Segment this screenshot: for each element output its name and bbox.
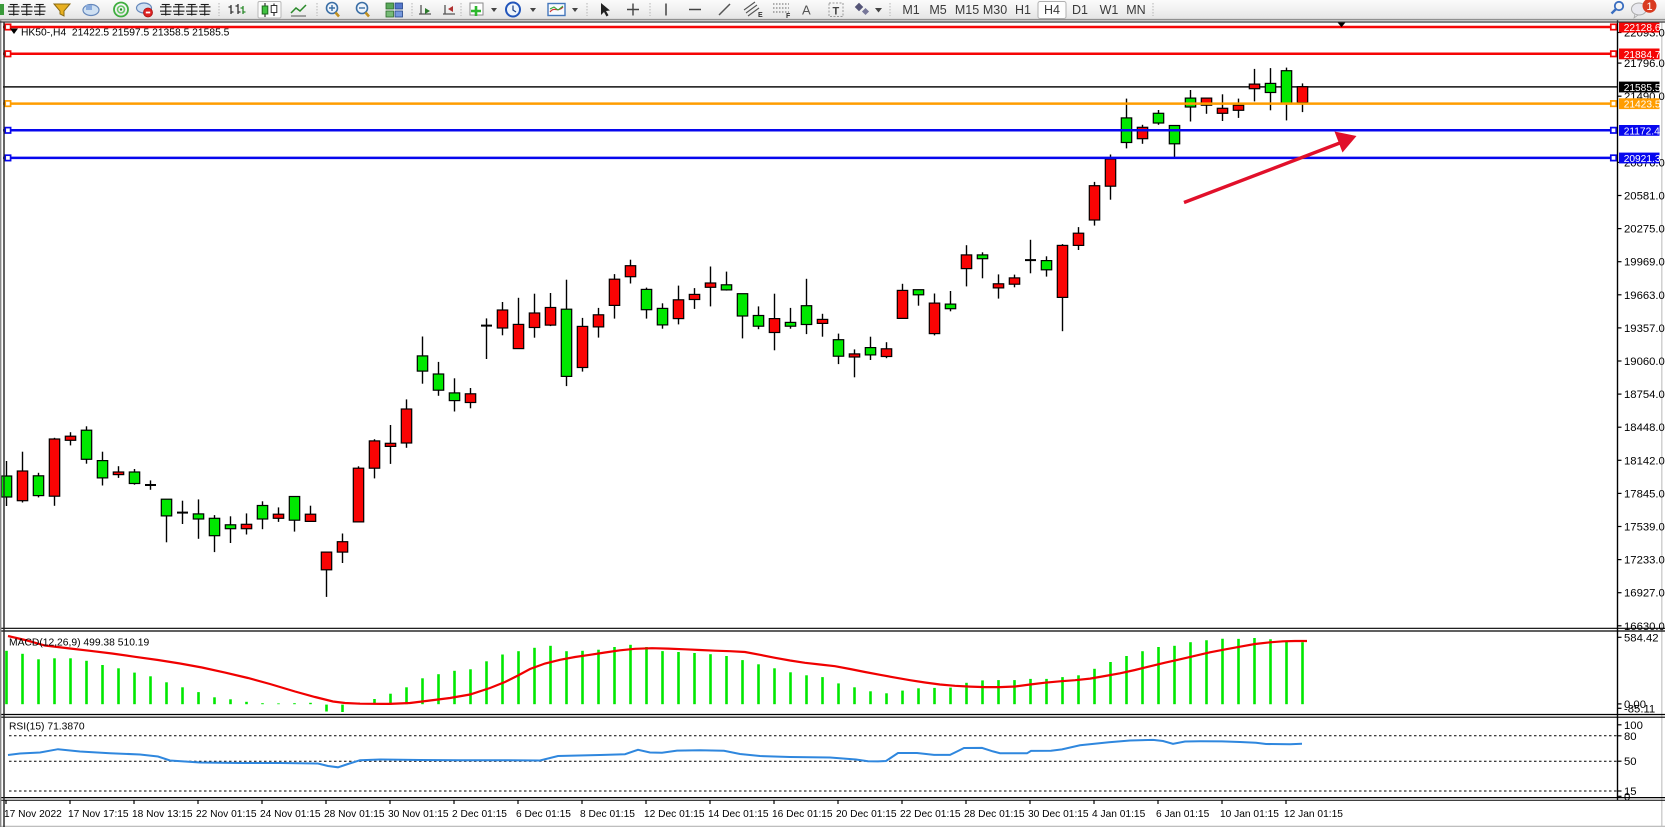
svg-text:6 Dec 01:15: 6 Dec 01:15 [516, 809, 571, 820]
svg-text:22128.6: 22128.6 [1624, 23, 1661, 34]
svg-text:MACD(12,26,9) 499.38 510.19: MACD(12,26,9) 499.38 510.19 [9, 638, 150, 649]
svg-text:28 Dec 01:15: 28 Dec 01:15 [964, 809, 1025, 820]
svg-text:21585.5: 21585.5 [1624, 83, 1661, 94]
svg-text:H4: H4 [1044, 3, 1060, 17]
svg-text:H1: H1 [1015, 3, 1031, 17]
svg-text:F: F [786, 13, 791, 20]
svg-text:MN: MN [1126, 3, 1145, 17]
svg-text:17 Nov 17:15: 17 Nov 17:15 [68, 809, 129, 820]
svg-text:1: 1 [1646, 1, 1652, 13]
svg-text:30 Dec 01:15: 30 Dec 01:15 [1028, 809, 1089, 820]
svg-text:12 Jan 01:15: 12 Jan 01:15 [1284, 809, 1343, 820]
svg-text:17845.0: 17845.0 [1624, 488, 1665, 500]
svg-text:2 Dec 01:15: 2 Dec 01:15 [452, 809, 507, 820]
svg-text:0.00: 0.00 [1624, 699, 1646, 711]
svg-text:18448.0: 18448.0 [1624, 422, 1665, 434]
svg-text:D1: D1 [1072, 3, 1088, 17]
svg-text:12 Dec 01:15: 12 Dec 01:15 [644, 809, 705, 820]
svg-text:21796.0: 21796.0 [1624, 58, 1665, 70]
svg-text:28 Nov 01:15: 28 Nov 01:15 [324, 809, 385, 820]
svg-text:30 Nov 01:15: 30 Nov 01:15 [388, 809, 449, 820]
svg-text:21884.7: 21884.7 [1624, 50, 1661, 61]
svg-text:19969.0: 19969.0 [1624, 257, 1665, 269]
svg-text:17 Nov 2022: 17 Nov 2022 [4, 809, 62, 820]
svg-text:21172.4: 21172.4 [1624, 126, 1660, 137]
svg-text:8 Dec 01:15: 8 Dec 01:15 [580, 809, 635, 820]
svg-text:0: 0 [1624, 791, 1630, 803]
svg-text:M1: M1 [902, 3, 919, 17]
svg-text:19060.0: 19060.0 [1624, 356, 1665, 368]
svg-text:100: 100 [1624, 720, 1643, 732]
svg-text:M15: M15 [955, 3, 979, 17]
svg-text:16927.0: 16927.0 [1624, 588, 1665, 600]
svg-text:18 Nov 13:15: 18 Nov 13:15 [132, 809, 193, 820]
svg-text:14 Dec 01:15: 14 Dec 01:15 [708, 809, 769, 820]
svg-text:E: E [758, 12, 763, 19]
svg-text:-85.11: -85.11 [1624, 703, 1655, 715]
svg-text:20921.3: 20921.3 [1624, 154, 1661, 165]
svg-text:HK50-,H4 21422.5 21597.5 2135: HK50-,H4 21422.5 21597.5 21358.5 21585.5 [21, 28, 230, 39]
svg-text:W1: W1 [1100, 3, 1119, 17]
svg-text:18754.0: 18754.0 [1624, 389, 1665, 401]
svg-text:21423.5: 21423.5 [1624, 100, 1661, 111]
svg-text:20581.0: 20581.0 [1624, 191, 1665, 203]
svg-text:M5: M5 [929, 3, 946, 17]
svg-text:19663.0: 19663.0 [1624, 290, 1665, 302]
svg-text:20 Dec 01:15: 20 Dec 01:15 [836, 809, 897, 820]
svg-text:T: T [833, 6, 840, 18]
svg-text:22 Nov 01:15: 22 Nov 01:15 [196, 809, 257, 820]
svg-text:20275.0: 20275.0 [1624, 224, 1665, 236]
svg-text:A: A [802, 3, 811, 18]
svg-text:22 Dec 01:15: 22 Dec 01:15 [900, 809, 961, 820]
svg-text:6 Jan 01:15: 6 Jan 01:15 [1156, 809, 1210, 820]
svg-text:18142.0: 18142.0 [1624, 455, 1665, 467]
svg-text:17233.0: 17233.0 [1624, 555, 1665, 567]
svg-text:M30: M30 [983, 3, 1007, 17]
svg-text:17539.0: 17539.0 [1624, 522, 1665, 534]
svg-text:19357.0: 19357.0 [1624, 323, 1665, 335]
svg-text:10 Jan 01:15: 10 Jan 01:15 [1220, 809, 1279, 820]
svg-text:15: 15 [1624, 786, 1637, 798]
svg-text:16630.0: 16630.0 [1624, 621, 1665, 633]
svg-text:24 Nov 01:15: 24 Nov 01:15 [260, 809, 321, 820]
svg-text:16 Dec 01:15: 16 Dec 01:15 [772, 809, 833, 820]
svg-text:80: 80 [1624, 731, 1637, 743]
svg-text:50: 50 [1624, 756, 1637, 768]
svg-text:RSI(15) 71.3870: RSI(15) 71.3870 [9, 722, 85, 733]
svg-text:584.42: 584.42 [1624, 632, 1659, 644]
svg-text:4 Jan 01:15: 4 Jan 01:15 [1092, 809, 1146, 820]
